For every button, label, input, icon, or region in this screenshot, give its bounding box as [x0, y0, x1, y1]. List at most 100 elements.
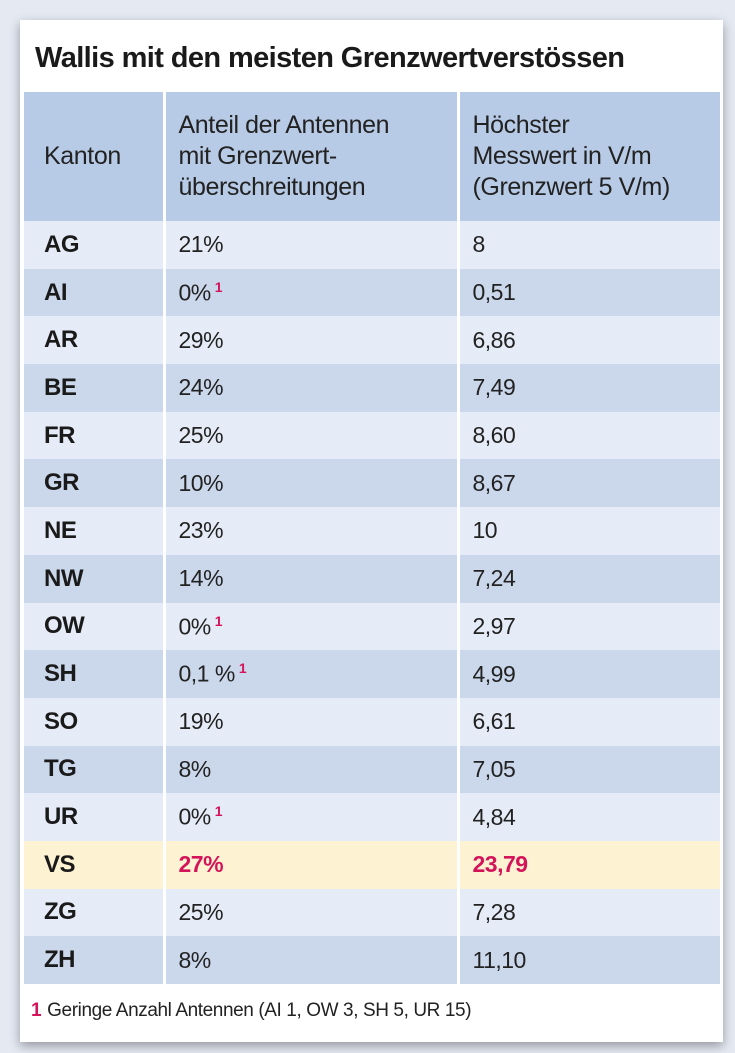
table-row: FR 25% 8,60: [24, 411, 720, 460]
table-row: AI 0% 1 0,51: [24, 268, 720, 317]
footnote-ref: 1: [214, 612, 223, 629]
cell-anteil: 0% 1: [162, 602, 458, 651]
header-messwert: Höchster Messwert in V/m (Grenzwert 5 V/…: [456, 92, 720, 221]
cell-kanton: NW: [24, 554, 164, 603]
cell-messwert: 0,51: [456, 268, 720, 317]
cell-messwert: 7,49: [456, 364, 720, 412]
cell-anteil: 29%: [162, 316, 458, 365]
cell-anteil: 21%: [162, 221, 458, 269]
footnote-ref: 1: [238, 660, 247, 677]
cell-kanton: SO: [24, 697, 164, 746]
table-row: SO 19% 6,61: [24, 697, 720, 746]
footnote-text: Geringe Anzahl Antennen (AI 1, OW 3, SH …: [47, 1000, 472, 1021]
cell-kanton: NE: [24, 507, 164, 555]
cell-messwert: 4,84: [456, 793, 720, 841]
cell-messwert: 8,67: [456, 459, 720, 508]
cell-messwert: 4,99: [456, 650, 720, 698]
cell-messwert: 7,28: [456, 888, 720, 937]
cell-messwert: 7,24: [456, 554, 720, 603]
anteil-value: 25%: [178, 898, 224, 925]
table-row: NW 14% 7,24: [24, 554, 720, 603]
table-row: ZH 8% 11,10: [24, 936, 720, 984]
cell-messwert: 7,05: [456, 745, 720, 794]
table-row: NE 23% 10: [24, 507, 720, 555]
cell-anteil: 8%: [162, 936, 458, 984]
header-anteil: Anteil der Antennen mit Grenzwert- übers…: [162, 92, 458, 221]
table-row: AR 29% 6,86: [24, 316, 720, 365]
cell-anteil: 0% 1: [162, 793, 458, 841]
cell-messwert: 6,86: [456, 316, 720, 365]
table-row: ZG 25% 7,28: [24, 888, 720, 937]
cell-messwert: 8: [456, 221, 720, 269]
header-line: Anteil der Antennen: [178, 111, 390, 139]
cell-kanton: FR: [24, 411, 164, 460]
cell-anteil: 19%: [162, 697, 458, 746]
table-row: BE 24% 7,49: [24, 364, 720, 412]
cell-anteil: 25%: [162, 411, 458, 460]
cell-kanton: AR: [24, 316, 164, 365]
cell-messwert: 23,79: [456, 840, 720, 889]
table-row: VS 27% 23,79: [24, 840, 720, 889]
anteil-value: 0,1 %: [178, 660, 236, 687]
cell-messwert: 2,97: [456, 602, 720, 651]
header-kanton: Kanton: [24, 92, 164, 221]
anteil-value: 8%: [178, 946, 212, 973]
cell-kanton: ZH: [24, 936, 164, 984]
table-row: GR 10% 8,67: [24, 459, 720, 508]
cell-anteil: 24%: [162, 364, 458, 412]
cell-kanton: VS: [24, 840, 164, 889]
anteil-value: 27%: [178, 851, 224, 878]
cell-kanton: ZG: [24, 888, 164, 937]
table-row: SH 0,1 % 1 4,99: [24, 650, 720, 698]
cell-kanton: BE: [24, 364, 164, 412]
header-line: mit Grenzwert-: [178, 142, 338, 170]
cell-anteil: 27%: [162, 840, 458, 889]
table-title: Wallis mit den meisten Grenzwertverstöss…: [35, 42, 625, 74]
cell-messwert: 8,60: [456, 411, 720, 460]
cell-kanton: SH: [24, 650, 164, 698]
cell-anteil: 25%: [162, 888, 458, 937]
header-line: Messwert in V/m: [472, 142, 652, 170]
header-row: Kanton Anteil der Antennen mit Grenzwert…: [24, 92, 720, 221]
anteil-value: 0%: [178, 613, 212, 640]
cell-kanton: AI: [24, 268, 164, 317]
table-row: OW 0% 1 2,97: [24, 602, 720, 651]
footnote: 1 Geringe Anzahl Antennen (AI 1, OW 3, SH…: [31, 1000, 472, 1022]
table-row: AG 21% 8: [24, 221, 720, 269]
cell-anteil: 8%: [162, 745, 458, 794]
cell-kanton: GR: [24, 459, 164, 508]
cell-kanton: OW: [24, 602, 164, 651]
cell-messwert: 11,10: [456, 936, 720, 984]
anteil-value: 8%: [178, 755, 212, 782]
cell-messwert: 6,61: [456, 697, 720, 746]
anteil-value: 19%: [178, 708, 224, 735]
anteil-value: 0%: [178, 279, 212, 306]
anteil-value: 29%: [178, 326, 224, 353]
cell-anteil: 23%: [162, 507, 458, 555]
anteil-value: 14%: [178, 565, 224, 592]
anteil-value: 0%: [178, 803, 212, 830]
table-card: Wallis mit den meisten Grenzwertverstöss…: [20, 20, 723, 1042]
cell-anteil: 0% 1: [162, 268, 458, 317]
header-line: (Grenzwert 5 V/m): [472, 173, 671, 201]
footnote-ref: 1: [214, 803, 223, 820]
anteil-value: 10%: [178, 469, 224, 496]
cell-anteil: 0,1 % 1: [162, 650, 458, 698]
footnote-ref: 1: [214, 278, 223, 295]
canton-table: Kanton Anteil der Antennen mit Grenzwert…: [24, 92, 720, 984]
header-line: überschreitungen: [178, 173, 366, 201]
header-line: Höchster: [472, 111, 570, 139]
cell-kanton: UR: [24, 793, 164, 841]
table-row: TG 8% 7,05: [24, 745, 720, 794]
cell-kanton: TG: [24, 745, 164, 794]
anteil-value: 21%: [178, 231, 224, 258]
cell-messwert: 10: [456, 507, 720, 555]
cell-anteil: 10%: [162, 459, 458, 508]
anteil-value: 23%: [178, 517, 224, 544]
cell-kanton: AG: [24, 221, 164, 269]
anteil-value: 24%: [178, 374, 224, 401]
footnote-marker: 1: [31, 1000, 42, 1021]
cell-anteil: 14%: [162, 554, 458, 603]
anteil-value: 25%: [178, 422, 224, 449]
table-row: UR 0% 1 4,84: [24, 793, 720, 841]
